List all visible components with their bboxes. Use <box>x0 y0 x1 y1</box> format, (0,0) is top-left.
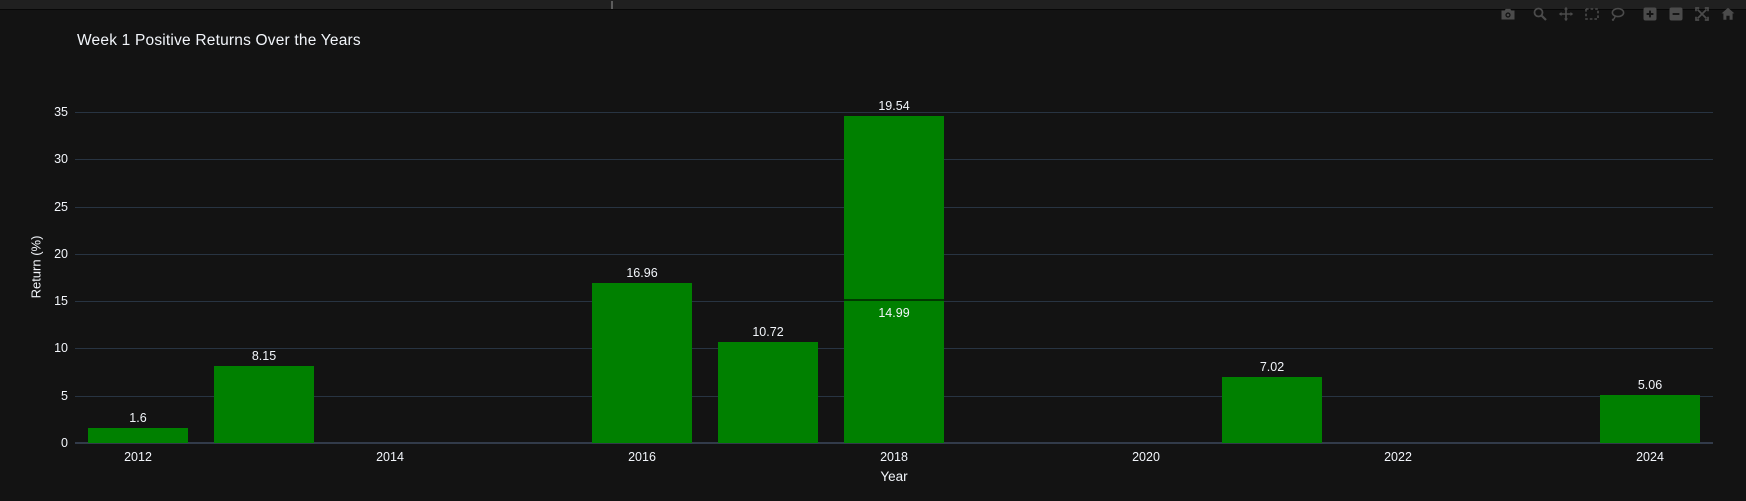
bar-value-label: 14.99 <box>878 306 910 321</box>
zoom-out-icon[interactable] <box>1668 6 1684 22</box>
y-tick-label: 35 <box>54 105 68 119</box>
returns-bar-chart: Week 1 Positive Returns Over the Years R… <box>0 6 1746 501</box>
x-tick-label: 2018 <box>880 450 908 464</box>
chart-title: Week 1 Positive Returns Over the Years <box>77 32 361 49</box>
autoscale-icon[interactable] <box>1694 6 1710 22</box>
zoom-icon[interactable] <box>1532 6 1548 22</box>
y-tick-label: 25 <box>54 199 68 214</box>
y-tick-label: 30 <box>54 152 68 167</box>
lasso-select-icon[interactable] <box>1610 6 1626 22</box>
bar-value-label: 8.15 <box>251 348 277 363</box>
panel-top-strip <box>0 0 1746 10</box>
bar-segment-2017[interactable] <box>718 341 818 443</box>
bar-value-label: 16.96 <box>626 265 658 280</box>
y-tick-label: 20 <box>54 246 68 261</box>
x-tick-label: 2016 <box>628 450 656 464</box>
plotly-modebar <box>1500 6 1736 22</box>
y-tick-label: 0 <box>61 436 68 450</box>
x-axis-zeroline <box>75 442 1713 444</box>
bar-value-label: 10.72 <box>752 324 784 339</box>
bar-segment-2018[interactable] <box>844 301 944 443</box>
zoom-in-icon[interactable] <box>1642 6 1658 22</box>
box-select-icon[interactable] <box>1584 6 1600 22</box>
x-axis-title: Year <box>880 469 908 484</box>
x-tick-label: 2024 <box>1636 450 1664 464</box>
bar-value-label: 7.02 <box>1259 359 1285 374</box>
bar-segment-2021[interactable] <box>1222 376 1322 443</box>
bar-value-label: 5.06 <box>1637 378 1663 393</box>
bar-segment-2013[interactable] <box>214 365 314 443</box>
bar-value-label: 1.6 <box>129 410 147 425</box>
reset-axes-icon[interactable] <box>1720 6 1736 22</box>
x-tick-label: 2014 <box>376 450 404 464</box>
bar-segment-2024[interactable] <box>1600 395 1700 443</box>
y-tick-label: 5 <box>61 388 68 403</box>
y-tick-label: 10 <box>54 341 68 356</box>
pan-icon[interactable] <box>1558 6 1574 22</box>
plot-area[interactable]: 0 5 10 15 20 25 30 35 2012 2014 2016 2018 2020 2022 20… <box>0 10 1746 501</box>
bar-segment-2012[interactable] <box>88 427 188 443</box>
bar-value-label: 19.54 <box>878 99 910 114</box>
y-tick-label: 15 <box>54 294 68 309</box>
panel-divider <box>611 1 613 9</box>
x-tick-label: 2020 <box>1132 450 1160 464</box>
bar-segment-2016[interactable] <box>592 282 692 443</box>
bar-segment-2018[interactable] <box>844 116 944 302</box>
camera-icon[interactable] <box>1500 6 1516 22</box>
x-tick-label: 2022 <box>1384 450 1412 464</box>
x-tick-label: 2012 <box>124 450 152 464</box>
y-gridline <box>75 112 1713 113</box>
